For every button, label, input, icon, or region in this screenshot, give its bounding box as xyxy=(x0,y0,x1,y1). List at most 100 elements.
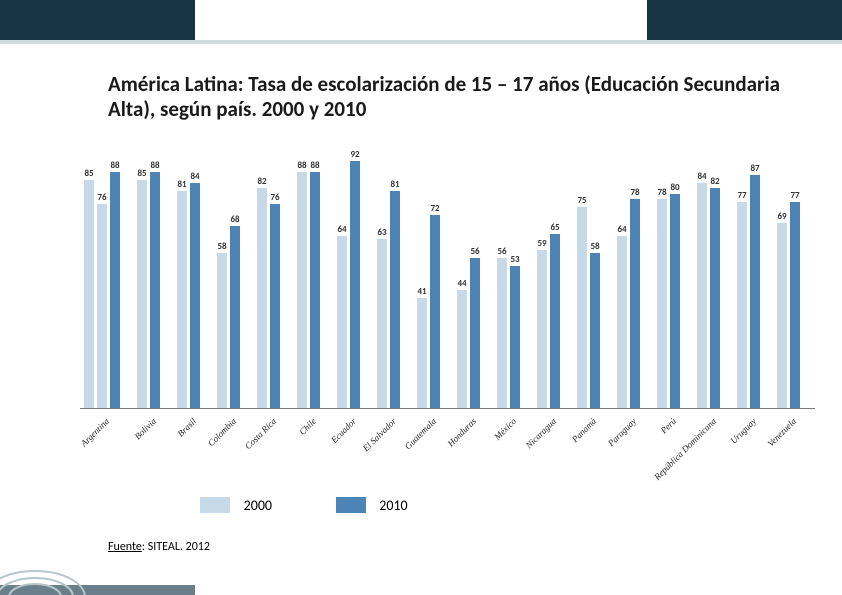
bar-group: 8888 xyxy=(297,140,320,408)
chart-plot-area: 8576888588818458688276888864926381417244… xyxy=(80,140,815,409)
bar-group: 8184 xyxy=(177,140,200,408)
bar-2000 xyxy=(737,202,747,408)
bar-value-label: 72 xyxy=(427,203,443,214)
bar-2000 xyxy=(217,253,227,408)
bar-2010 xyxy=(590,253,600,408)
bar-value-label: 64 xyxy=(334,224,350,235)
bar-value-label: 58 xyxy=(214,241,230,252)
bar-value-label: 44 xyxy=(454,278,470,289)
bar-2010 xyxy=(270,204,280,408)
bar-group: 63 81 xyxy=(377,140,400,408)
bar-group: 8482 xyxy=(697,140,720,408)
bar-2000 xyxy=(417,298,427,408)
bar-group: 8276 xyxy=(257,140,280,408)
x-axis-label: Venezuela xyxy=(706,416,798,508)
chart-legend: 2000 2010 xyxy=(200,495,468,519)
bar-value-label: 56 xyxy=(467,246,483,257)
bar-value-label: 75 xyxy=(574,195,590,206)
bar-2010 xyxy=(150,172,160,408)
bar-2000 xyxy=(297,172,307,408)
bar-group: 41 72 xyxy=(417,140,440,408)
bar-2000 xyxy=(577,207,587,408)
page-title: América Latina: Tasa de escolarización d… xyxy=(108,72,782,122)
bar-group: 44 56 xyxy=(457,140,480,408)
bar-value-label: 69 xyxy=(774,211,790,222)
bar-value-label: 77 xyxy=(787,190,803,201)
bar-value-label: 88 xyxy=(147,160,163,171)
bar-group: 7880 xyxy=(657,140,680,408)
source-label: Fuente xyxy=(108,540,142,554)
header-block-right xyxy=(647,0,842,40)
bar-value-label: 58 xyxy=(587,241,603,252)
bar-2000 xyxy=(177,191,187,408)
bar-2000 xyxy=(257,188,267,408)
footer-arcs-icon xyxy=(0,555,110,595)
bar-group: 5965 xyxy=(537,140,560,408)
legend-label-2010: 2010 xyxy=(379,497,407,514)
bar-value-label: 82 xyxy=(254,176,270,187)
bar-value-label: 77 xyxy=(734,190,750,201)
bar-value-label: 88 xyxy=(307,160,323,171)
header-strip xyxy=(0,40,842,44)
bar-group: 58 68 xyxy=(217,140,240,408)
bar-value-label: 87 xyxy=(747,163,763,174)
bar-2000 xyxy=(617,236,627,408)
bar-2000 xyxy=(377,239,387,408)
bar-value-label: 53 xyxy=(507,254,523,265)
chart-source: Fuente: SITEAL. 2012 xyxy=(108,540,210,554)
bar-group: 75 58 xyxy=(577,140,600,408)
bar-2010 xyxy=(110,172,120,408)
bar-value-label: 82 xyxy=(707,176,723,187)
bar-2000 xyxy=(84,180,94,408)
bar-2000 xyxy=(697,183,707,408)
bar-group: 77 87 xyxy=(737,140,760,408)
bar-2000 xyxy=(537,250,547,408)
bar-value-label: 65 xyxy=(547,222,563,233)
enrollment-chart: 8576888588818458688276888864926381417244… xyxy=(55,140,815,460)
bar-2000 xyxy=(337,236,347,408)
bar-value-label: 85 xyxy=(81,168,97,179)
bar-group: 8588 xyxy=(137,140,160,408)
bar-group: 5653 xyxy=(497,140,520,408)
bar-2010 xyxy=(190,183,200,408)
bar-2000 xyxy=(137,180,147,408)
bar-2000 xyxy=(97,204,107,408)
x-axis-label: Argentina xyxy=(19,416,111,508)
header xyxy=(0,0,842,54)
bar-value-label: 80 xyxy=(667,182,683,193)
bar-2000 xyxy=(777,223,787,408)
bar-2010 xyxy=(670,194,680,408)
bar-value-label: 59 xyxy=(534,238,550,249)
legend-swatch-2010 xyxy=(336,497,366,513)
bar-value-label: 84 xyxy=(187,171,203,182)
footer xyxy=(0,565,842,595)
bar-2010 xyxy=(630,199,640,408)
bar-2000 xyxy=(497,258,507,408)
bar-value-label: 68 xyxy=(227,214,243,225)
bar-2010 xyxy=(750,175,760,408)
bar-group: 69 77 xyxy=(777,140,800,408)
bar-group: 857688 xyxy=(84,140,120,408)
bar-value-label: 78 xyxy=(627,187,643,198)
chart-x-labels: ArgentinaBoliviaBrasilColombiaCosta Rica… xyxy=(80,410,815,470)
bar-2010 xyxy=(470,258,480,408)
bar-2010 xyxy=(310,172,320,408)
bar-value-label: 81 xyxy=(387,179,403,190)
legend-swatch-2000 xyxy=(200,497,230,513)
header-block-left xyxy=(0,0,195,40)
bar-value-label: 64 xyxy=(614,224,630,235)
bar-2010 xyxy=(550,234,560,408)
bar-value-label: 92 xyxy=(347,149,363,160)
bar-value-label: 41 xyxy=(414,286,430,297)
bar-group: 64 78 xyxy=(617,140,640,408)
bar-2010 xyxy=(510,266,520,408)
bar-value-label: 88 xyxy=(107,160,123,171)
bar-value-label: 63 xyxy=(374,227,390,238)
bar-2000 xyxy=(457,290,467,408)
legend-label-2000: 2000 xyxy=(244,497,272,514)
bar-2010 xyxy=(790,202,800,408)
bar-2000 xyxy=(657,199,667,408)
bar-group: 64 92 xyxy=(337,140,360,408)
bar-2010 xyxy=(230,226,240,408)
source-text: : SITEAL. 2012 xyxy=(142,540,210,554)
